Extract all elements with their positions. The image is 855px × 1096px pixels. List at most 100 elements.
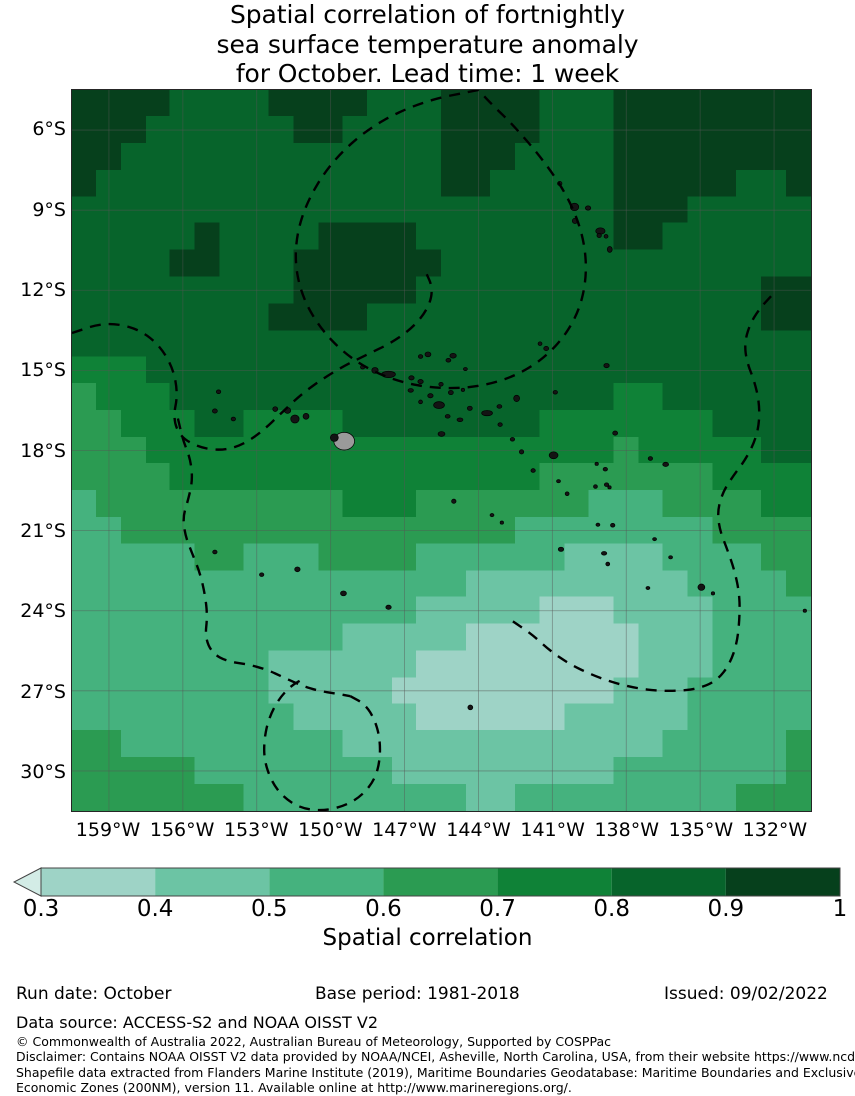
xtick-label: 144°W xyxy=(446,819,511,841)
island-raiatea xyxy=(290,414,300,424)
colorbar-tick-label: 0.4 xyxy=(136,896,174,922)
colorbar-band xyxy=(497,868,612,896)
colorbar-band xyxy=(611,868,726,896)
island-napuka xyxy=(543,346,550,351)
island-ahe xyxy=(417,354,424,359)
island-rurutu xyxy=(294,566,301,573)
island-taenga xyxy=(496,404,503,409)
island-fangatau xyxy=(552,390,558,395)
colorbar-tick-label: 0.3 xyxy=(22,896,60,922)
eez-boundary-lines xyxy=(72,90,773,811)
colorbar-tick-label: 0.7 xyxy=(479,896,516,922)
data-source-text: Data source: ACCESS-S2 and NOAA OISST V2 xyxy=(16,1013,379,1032)
island-marokau xyxy=(518,449,525,455)
island-tikei xyxy=(463,367,468,372)
island-mopelia xyxy=(230,416,236,422)
island-apataki xyxy=(417,379,424,385)
island-nengonengo xyxy=(530,468,536,473)
xtick-label: 147°W xyxy=(372,819,437,841)
eez-west-central-boundary xyxy=(72,273,433,451)
ytick-label: 21°S xyxy=(20,519,66,542)
page-title: Spatial correlation of fortnightly sea s… xyxy=(0,0,855,89)
island-makemo xyxy=(481,410,493,417)
eez-southeast-boundary xyxy=(512,294,773,693)
island-fatu-hiva xyxy=(606,246,613,253)
island-taiaro xyxy=(460,387,466,392)
issued-date-text: Issued: 09/02/2022 xyxy=(664,984,828,1004)
xtick-label: 159°W xyxy=(75,819,141,841)
ytick-label: 18°S xyxy=(20,439,66,462)
island-hiva-oa xyxy=(595,227,606,235)
island-maria-est xyxy=(668,555,673,560)
island-anaa xyxy=(437,431,446,437)
colorbar-gradient xyxy=(12,867,841,897)
xtick-label: 138°W xyxy=(594,819,660,841)
island-timoe xyxy=(710,591,716,596)
island-rapa xyxy=(467,704,474,711)
island-niau xyxy=(418,399,423,405)
island-tepoto xyxy=(537,341,543,346)
ytick-label: 27°S xyxy=(20,680,66,703)
island-scilly xyxy=(212,408,218,414)
ytick-label: 12°S xyxy=(20,278,66,301)
colorbar-tick-label: 0.6 xyxy=(365,896,402,922)
ytick-label: 24°S xyxy=(20,600,66,623)
island-fakarava xyxy=(433,401,445,409)
eez-southwest-boundary xyxy=(176,418,351,698)
island-anuanuraro xyxy=(489,513,495,518)
colorbar-band xyxy=(725,868,840,896)
island-takaroa xyxy=(449,352,457,359)
island-mohotani xyxy=(603,234,609,239)
title-line-1: Spatial correlation of fortnightly xyxy=(230,0,625,29)
disclaimer-line-1: Disclaimer: Contains NOAA OISST V2 data … xyxy=(16,1049,855,1065)
island-reao xyxy=(662,461,669,467)
island-arutua xyxy=(408,375,415,381)
colorbar-band xyxy=(155,868,270,896)
island-pinaki xyxy=(607,485,612,490)
colorbar-extend-min xyxy=(12,867,42,897)
island-mangareva xyxy=(697,583,706,591)
title-line-3: for October. Lead time: 1 week xyxy=(235,59,620,88)
copyright-text: © Commonwealth of Australia 2022, Austra… xyxy=(16,1034,611,1049)
island-kauehi xyxy=(448,390,454,396)
island-aratika xyxy=(438,382,444,387)
map-plot-area[interactable] xyxy=(71,89,812,812)
xtick-label: 141°W xyxy=(520,819,585,841)
gridlines xyxy=(72,90,811,811)
island-nukutepipi xyxy=(499,520,504,525)
colorbar-label: Spatial correlation xyxy=(322,925,533,951)
island-huahine xyxy=(302,413,310,420)
island-hikueru xyxy=(509,437,516,442)
island-ua-huka xyxy=(585,205,592,211)
colorbar-band xyxy=(41,868,156,896)
island-maria xyxy=(212,549,218,555)
latitude-axis: 6°S 9°S 12°S 15°S 18°S 21°S 24°S 27°S 30°S xyxy=(0,0,66,1095)
island-kaukura xyxy=(407,388,414,393)
disclaimer-line-3: Economic Zones (200NM), version 11. Avai… xyxy=(16,1080,572,1096)
island-oeno xyxy=(802,608,807,613)
xtick-label: 150°W xyxy=(298,819,363,841)
island-maupiti xyxy=(272,406,279,412)
colorbar-tick-label: 1 xyxy=(832,896,848,922)
island-fangataufa xyxy=(605,561,611,567)
colorbar-tick-label: 0.9 xyxy=(707,896,745,922)
ytick-label: 30°S xyxy=(20,760,66,783)
colorbar[interactable]: Spatial correlation 0.3 0.4 0.5 0.6 0.7 0.8 0.… xyxy=(0,866,855,966)
island-katiu xyxy=(467,405,473,411)
island-hereheretue xyxy=(451,498,457,504)
island-pukarua xyxy=(647,456,653,461)
map-overlay xyxy=(72,90,811,811)
island-vahitahi xyxy=(602,466,608,472)
island-morane xyxy=(645,586,651,590)
island-nukutavake xyxy=(603,482,610,487)
ytick-label: 9°S xyxy=(32,198,66,221)
island-tahanea xyxy=(456,417,464,423)
island-toau xyxy=(427,393,434,399)
island-takapoto xyxy=(445,358,452,363)
ytick-label: 15°S xyxy=(20,359,66,382)
island-vairaatea xyxy=(593,484,598,489)
disclaimer-line-2: Shapefile data extracted from Flanders M… xyxy=(16,1064,855,1080)
island-rimatara xyxy=(259,572,265,577)
colorbar-tick-label: 0.5 xyxy=(250,896,288,922)
